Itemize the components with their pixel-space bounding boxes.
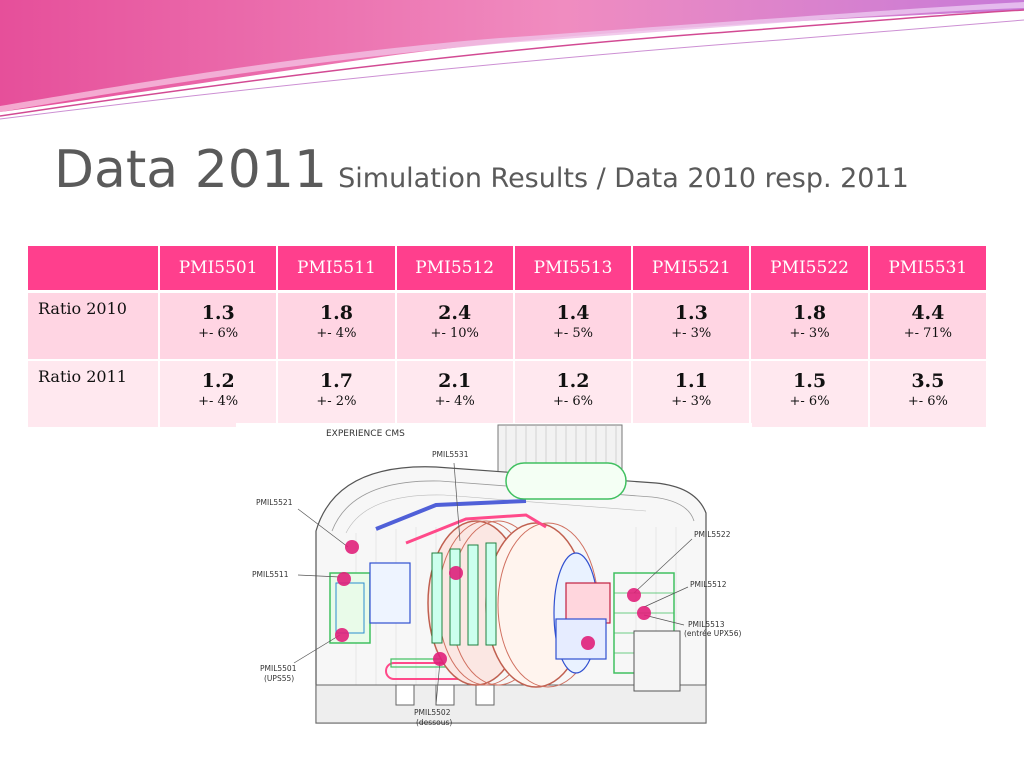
- label-pmil5513: PMIL5513: [688, 620, 725, 629]
- row-label: Ratio 2011: [28, 360, 160, 429]
- marker-pmil5501: [335, 628, 349, 642]
- ratio-cell: 1.7 +- 2%: [277, 360, 397, 429]
- ratio-error: +- 3%: [671, 326, 712, 341]
- table-corner-cell: [28, 246, 160, 293]
- column-header: PMI5521: [632, 246, 752, 293]
- label-pmil5501: PMIL5501: [260, 664, 297, 673]
- ratio-cell: 1.5 +- 6%: [750, 360, 870, 429]
- column-header: PMI5511: [277, 246, 397, 293]
- label-pmil5512: PMIL5512: [690, 580, 727, 589]
- ratio-value: 4.4: [911, 302, 945, 324]
- row-label: Ratio 2010: [28, 291, 160, 361]
- ratio-value: 2.1: [438, 370, 472, 392]
- ratio-cell: 4.4 +- 71%: [868, 291, 989, 361]
- label-pmil5502-note: (dessous): [416, 718, 452, 727]
- marker-pmil5511: [337, 572, 351, 586]
- ratio-value: 3.5: [911, 370, 945, 392]
- ratio-error: +- 4%: [316, 326, 357, 341]
- ratio-value: 1.1: [674, 370, 708, 392]
- marker-pmil5502: [433, 652, 447, 666]
- table-row: Ratio 2010 1.3 +- 6% 1.8 +- 4% 2.4 +- 10% 1…: [28, 291, 989, 361]
- label-pmil5522: PMIL5522: [694, 530, 731, 539]
- diagram-title: EXPERIENCE CMS: [326, 429, 405, 439]
- header-swoosh-banner: [0, 0, 1024, 120]
- slide-title: Data 2011 Simulation Results / Data 2010…: [54, 140, 909, 200]
- ratio-value: 1.8: [319, 302, 353, 324]
- ratio-error: +- 4%: [198, 394, 239, 409]
- ratio-error: +- 10%: [430, 326, 479, 341]
- ratio-cell: 1.2 +- 6%: [513, 360, 634, 429]
- column-header: PMI5501: [159, 246, 279, 293]
- marker-pmil5531: [449, 566, 463, 580]
- ratio-error: +- 71%: [903, 326, 952, 341]
- marker-pmil5522: [627, 588, 641, 602]
- ratio-cell: 2.4 +- 10%: [395, 291, 515, 361]
- ratio-value: 1.3: [201, 302, 235, 324]
- ratio-error: +- 4%: [434, 394, 475, 409]
- ratio-cell: 1.1 +- 3%: [632, 360, 752, 429]
- ratio-error: +- 3%: [789, 326, 830, 341]
- column-header: PMI5513: [513, 246, 634, 293]
- column-header: PMI5512: [395, 246, 515, 293]
- ratio-error: +- 6%: [552, 394, 593, 409]
- ratio-cell: 2.1 +- 4%: [395, 360, 515, 429]
- cms-cavern-diagram: EXPERIENCE CMS: [236, 423, 752, 763]
- ratio-cell: 3.5 +- 6%: [868, 360, 989, 429]
- ratio-error: +- 6%: [198, 326, 239, 341]
- ratio-value: 1.7: [319, 370, 353, 392]
- ratio-cell: 1.8 +- 4%: [277, 291, 397, 361]
- ratio-cell: 1.3 +- 3%: [632, 291, 752, 361]
- table-row: Ratio 2011 1.2 +- 4% 1.7 +- 2% 2.1 +- 4% 1.…: [28, 360, 989, 429]
- ratio-value: 1.4: [556, 302, 590, 324]
- ratio-cell: 1.4 +- 5%: [513, 291, 634, 361]
- ratio-value: 1.2: [556, 370, 590, 392]
- detector-markers: [335, 540, 651, 666]
- ratio-value: 1.8: [793, 302, 827, 324]
- ratio-value: 1.3: [674, 302, 708, 324]
- ratio-value: 1.2: [201, 370, 235, 392]
- marker-pmil5512: [637, 606, 651, 620]
- label-pmil5521: PMIL5521: [256, 498, 293, 507]
- label-pmil5511: PMIL5511: [252, 570, 289, 579]
- label-pmil5501-note: (UPS55): [264, 674, 294, 683]
- ratio-error: +- 3%: [671, 394, 712, 409]
- ratio-cell: 1.8 +- 3%: [750, 291, 870, 361]
- label-pmil5531: PMIL5531: [432, 450, 469, 459]
- title-main: Data 2011: [54, 140, 328, 200]
- ratio-cell: 1.2 +- 4%: [159, 360, 279, 429]
- ratio-error: +- 6%: [907, 394, 948, 409]
- column-header: PMI5531: [868, 246, 989, 293]
- ratio-error: +- 6%: [789, 394, 830, 409]
- column-header: PMI5522: [750, 246, 870, 293]
- label-pmil5513-note: (entrée UPX56): [684, 629, 741, 638]
- ratio-error: +- 5%: [552, 326, 593, 341]
- ratio-value: 2.4: [438, 302, 472, 324]
- title-subtitle: Simulation Results / Data 2010 resp. 201…: [338, 163, 909, 194]
- results-table: PMI5501 PMI5511 PMI5512 PMI5513 PMI5521 …: [28, 246, 989, 429]
- label-pmil5502: PMIL5502: [414, 708, 451, 717]
- marker-pmil5521: [345, 540, 359, 554]
- table-header-row: PMI5501 PMI5511 PMI5512 PMI5513 PMI5521 …: [28, 246, 989, 293]
- marker-pmil5513: [581, 636, 595, 650]
- label-leader-lines: [293, 462, 693, 706]
- ratio-cell: 1.3 +- 6%: [159, 291, 279, 361]
- ratio-value: 1.5: [793, 370, 827, 392]
- ratio-error: +- 2%: [316, 394, 357, 409]
